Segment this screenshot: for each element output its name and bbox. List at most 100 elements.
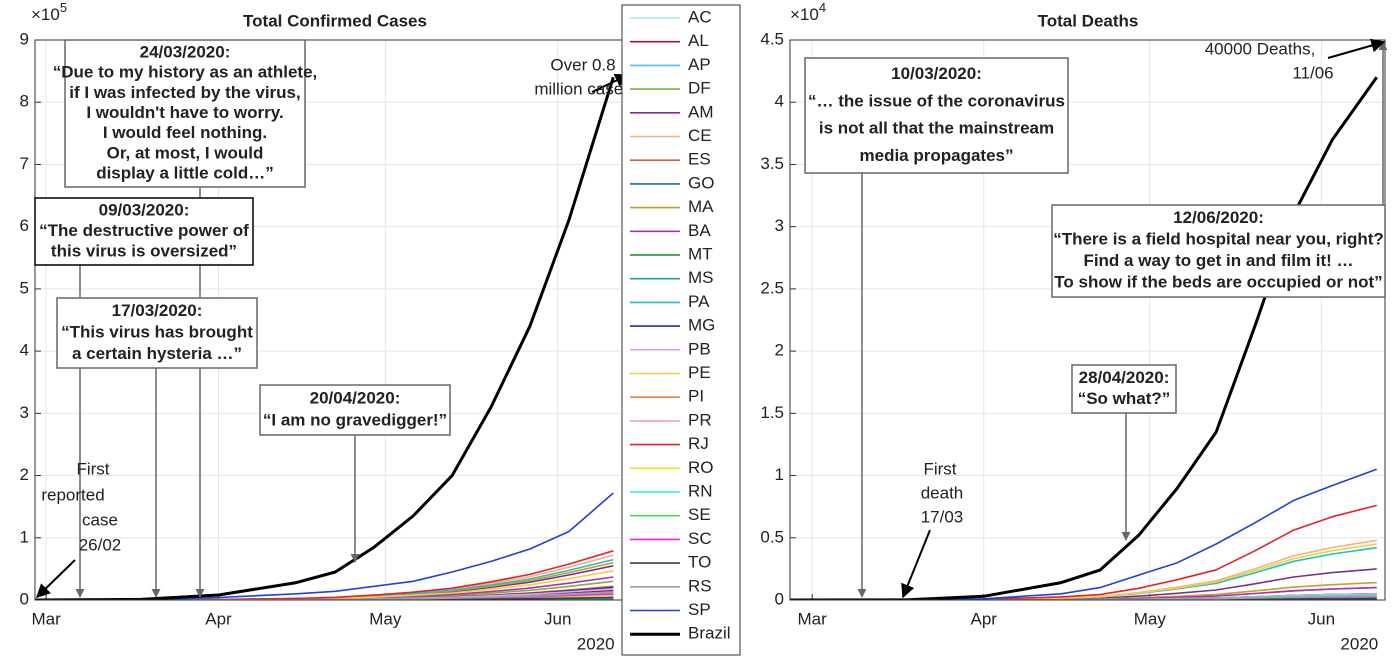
plot-frame xyxy=(789,39,1386,601)
series-line xyxy=(35,492,614,600)
annotation-box xyxy=(34,197,254,266)
legend-label: AL xyxy=(688,31,709,50)
legend-label: AC xyxy=(688,7,712,26)
x-tick-label: Jun xyxy=(1308,609,1335,628)
legend-label: SP xyxy=(688,600,711,619)
y-tick-label: 3 xyxy=(775,216,784,235)
annotation-text: if I was infected by the virus, xyxy=(69,83,300,102)
legend-label: BA xyxy=(688,221,711,240)
y-tick-label: 2 xyxy=(20,465,29,484)
legend-label: RO xyxy=(688,458,714,477)
legend-label: PR xyxy=(688,410,712,429)
legend-label: MG xyxy=(688,316,715,335)
y-tick-label: 3.5 xyxy=(760,154,784,173)
annotation-text: media propagates” xyxy=(860,146,1014,165)
legend-label: PA xyxy=(688,292,710,311)
y-tick-label: 7 xyxy=(20,154,29,173)
x-tick-label: Jun xyxy=(544,609,571,628)
legend-label: SC xyxy=(688,529,712,548)
annotation-text: 20/04/2020: xyxy=(310,388,401,407)
annotation-text: I would feel nothing. xyxy=(103,123,267,142)
x-tick-label: Apr xyxy=(970,609,997,628)
y-tick-label: 3 xyxy=(20,403,29,422)
annotation-box xyxy=(56,297,258,369)
annotation-text: 17/03/2020: xyxy=(112,301,203,320)
y-tick-label: 2.5 xyxy=(760,278,784,297)
y-tick-label: 5 xyxy=(20,278,29,297)
annotation-text: this virus is oversized” xyxy=(51,241,237,260)
y-tick-label: 0.5 xyxy=(760,527,784,546)
annotation-text: “The destructive power of xyxy=(39,221,249,240)
annotation-text: death xyxy=(921,483,964,502)
x-axis-year: 2020 xyxy=(1340,634,1378,653)
legend-label: PI xyxy=(688,387,704,406)
y-tick-label: 4.5 xyxy=(760,29,784,48)
legend-label: ES xyxy=(688,150,711,169)
legend-label: CE xyxy=(688,126,712,145)
annotation-text: First xyxy=(923,459,956,478)
annotation-text: “I am no gravedigger!” xyxy=(263,410,447,429)
legend-label: MS xyxy=(688,268,714,287)
legend-label: GO xyxy=(688,173,714,192)
annotation-box xyxy=(804,57,1069,174)
annotation-text: “Due to my history as an athlete, xyxy=(53,63,318,82)
y-tick-label: 4 xyxy=(775,92,784,111)
exponent: 5 xyxy=(60,0,67,15)
annotation-text: 11/06 xyxy=(1292,63,1333,82)
annotation-text: First xyxy=(76,459,109,478)
series-line xyxy=(790,468,1377,600)
legend-label: MT xyxy=(688,244,713,263)
annotation-box xyxy=(64,39,306,188)
annotation-text: “This virus has brought xyxy=(61,322,253,341)
annotation-text: “… the issue of the coronavirus xyxy=(808,91,1065,110)
annotation-text: 40000 Deaths, xyxy=(1205,39,1316,58)
series-line xyxy=(35,76,615,600)
x-tick-label: May xyxy=(369,609,402,628)
multiplier: ×10 xyxy=(31,5,60,24)
chart-title: Total Deaths xyxy=(1038,11,1139,30)
annotation-text: a certain hysteria …” xyxy=(72,344,242,363)
legend-label: PB xyxy=(688,339,711,358)
legend-label: AP xyxy=(688,55,711,74)
annotation-text: 17/03 xyxy=(921,507,964,526)
y-axis-multiplier: ×105 xyxy=(31,0,67,24)
annotation-text: “There is a field hospital near you, rig… xyxy=(1053,230,1384,249)
x-tick-label: May xyxy=(1134,609,1167,628)
legend-label: SE xyxy=(688,505,711,524)
annotation-arrow xyxy=(901,529,931,599)
y-tick-label: 0 xyxy=(20,589,29,608)
annotation-box xyxy=(259,384,451,436)
legend-label: AM xyxy=(688,102,714,121)
annotation-text: case xyxy=(82,510,118,529)
series-line xyxy=(790,546,1377,600)
annotation-text: reported xyxy=(41,485,104,504)
legend-label: RJ xyxy=(688,434,709,453)
annotation-text: 26/02 xyxy=(79,535,122,554)
annotation-text: 12/06/2020: xyxy=(1173,208,1264,227)
multiplier: ×10 xyxy=(790,5,819,24)
exponent: 4 xyxy=(819,0,826,15)
y-tick-label: 1.5 xyxy=(760,403,784,422)
x-axis-year: 2020 xyxy=(577,634,615,653)
series-line xyxy=(790,595,1377,600)
x-tick-label: Mar xyxy=(797,609,827,628)
annotation-arrow xyxy=(1327,38,1386,59)
annotation-text: Or, at most, I would xyxy=(107,143,264,162)
y-tick-label: 6 xyxy=(20,216,29,235)
annotation-text: 28/04/2020: xyxy=(1079,368,1170,387)
series-line xyxy=(790,504,1377,600)
annotation-box xyxy=(1051,204,1386,298)
y-tick-label: 8 xyxy=(20,92,29,111)
annotation-text: Over 0.8 xyxy=(550,55,615,74)
annotation-text: is not all that the mainstream xyxy=(819,119,1054,138)
legend-label: Brazil xyxy=(688,624,731,643)
annotation-text: 24/03/2020: xyxy=(140,43,231,62)
annotation-text: 09/03/2020: xyxy=(99,201,190,220)
chart-title: Total Confirmed Cases xyxy=(243,11,427,30)
legend-label: RN xyxy=(688,481,713,500)
y-tick-label: 0 xyxy=(775,589,784,608)
y-tick-label: 1 xyxy=(20,527,29,546)
annotation-text: million cases xyxy=(534,79,631,98)
y-tick-label: 4 xyxy=(20,341,29,360)
